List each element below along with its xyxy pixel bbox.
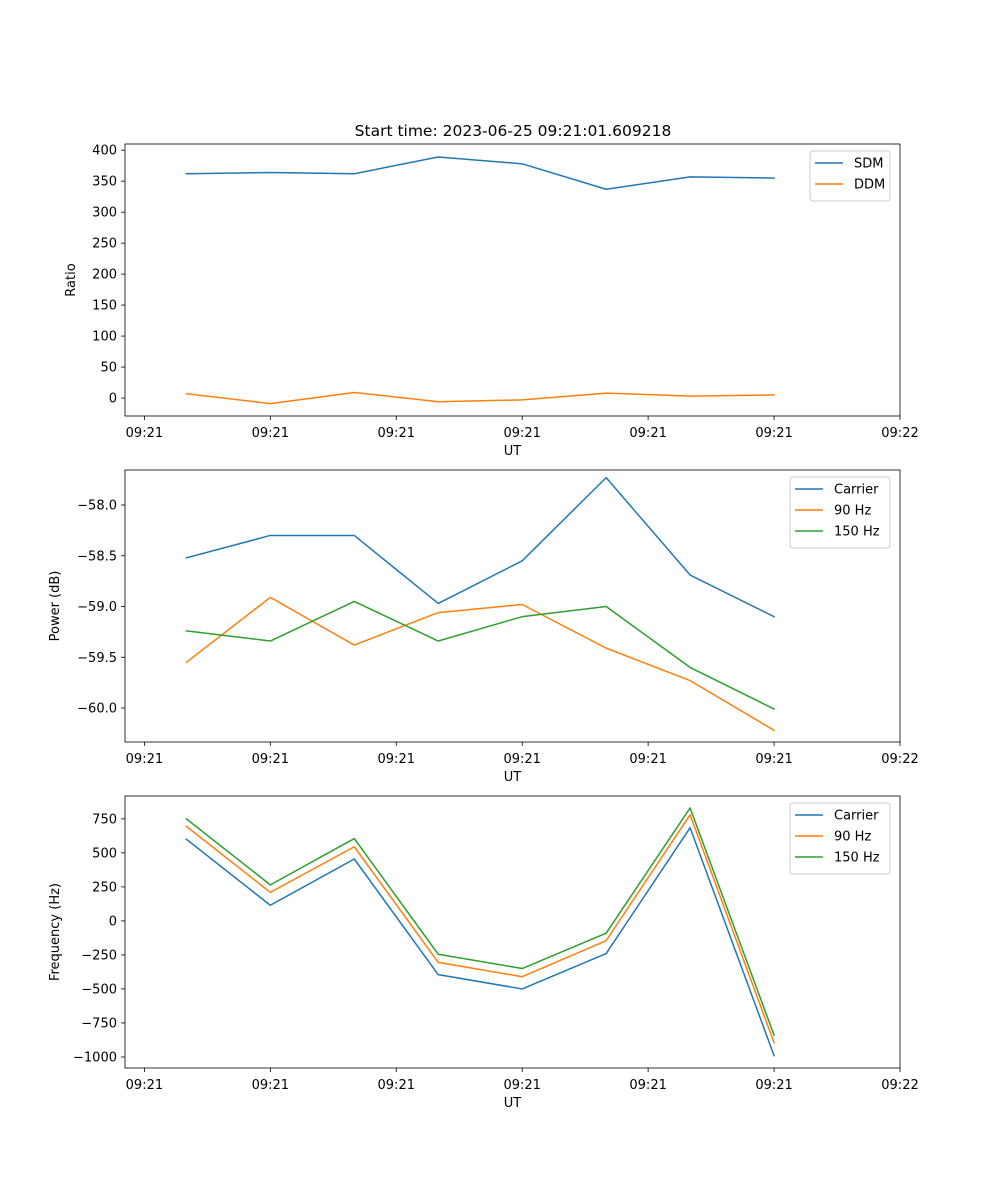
ratio-ytick-label: 150 xyxy=(92,299,117,314)
power-xtick-label: 09:21 xyxy=(126,752,163,767)
power-xtick-label: 09:21 xyxy=(629,752,666,767)
frequency-ytick-label: −750 xyxy=(81,1016,117,1031)
frequency-xtick-label: 09:21 xyxy=(755,1078,792,1093)
power-x-axis-label: UT xyxy=(504,770,522,785)
power-ytick-label: −58.5 xyxy=(77,549,117,564)
ratio-legend-label: SDM xyxy=(854,157,883,172)
power-xtick-label: 09:21 xyxy=(252,752,289,767)
ratio-xtick-label: 09:21 xyxy=(126,426,163,441)
ratio-ytick-label: 50 xyxy=(100,361,117,376)
ratio-legend-label: DDM xyxy=(854,178,885,193)
figure-title: Start time: 2023-06-25 09:21:01.609218 xyxy=(355,122,672,140)
ratio-axes-frame xyxy=(124,143,901,417)
frequency-series-line-90-hz xyxy=(185,814,776,1044)
power-xtick-label: 09:21 xyxy=(378,752,415,767)
ratio-chart: 09:21 09:21 09:21 09:21 09:21 09:21 09:22 0 50 10… xyxy=(64,143,919,459)
ratio-ytick-label: 0 xyxy=(109,392,117,407)
power-series-line-carrier xyxy=(185,476,776,618)
power-axes-frame xyxy=(124,469,901,743)
power-legend-label: 90 Hz xyxy=(834,504,871,519)
frequency-legend-label: 150 Hz xyxy=(834,851,880,866)
ratio-ytick-label: 350 xyxy=(92,175,117,190)
ratio-series-line-sdm xyxy=(185,156,775,190)
ratio-xtick-label: 09:21 xyxy=(503,426,540,441)
ratio-ytick-label: 250 xyxy=(92,237,117,252)
ratio-xtick-label: 09:21 xyxy=(252,426,289,441)
power-xtick-label: 09:21 xyxy=(755,752,792,767)
frequency-ytick-label: −500 xyxy=(81,982,117,997)
power-ytick-label: −59.0 xyxy=(77,600,117,615)
frequency-xtick-label: 09:21 xyxy=(126,1078,163,1093)
power-legend-label: 150 Hz xyxy=(834,525,880,540)
ratio-x-axis-label: UT xyxy=(504,444,522,459)
ratio-series-line-ddm xyxy=(185,391,775,405)
frequency-xtick-label: 09:21 xyxy=(252,1078,289,1093)
frequency-xtick-label: 09:21 xyxy=(503,1078,540,1093)
ratio-ytick-label: 100 xyxy=(92,330,117,345)
frequency-ytick-label: −1000 xyxy=(73,1050,117,1065)
frequency-legend: Carrier 90 Hz 150 Hz xyxy=(789,802,891,875)
ratio-ytick-label: 400 xyxy=(92,144,117,159)
frequency-legend-label: Carrier xyxy=(834,809,879,824)
power-xtick-label: 09:22 xyxy=(881,752,918,767)
power-legend-label: Carrier xyxy=(834,483,879,498)
power-xtick-label: 09:21 xyxy=(503,752,540,767)
power-ytick-label: −58.0 xyxy=(77,499,117,514)
power-series-line-90-hz xyxy=(185,596,776,732)
ratio-xtick-label: 09:21 xyxy=(755,426,792,441)
frequency-ytick-label: 250 xyxy=(92,880,117,895)
ratio-xtick-label: 09:21 xyxy=(378,426,415,441)
ratio-xtick-label: 09:22 xyxy=(881,426,918,441)
power-y-axis-label: Power (dB) xyxy=(48,571,63,642)
power-legend: Carrier 90 Hz 150 Hz xyxy=(789,476,891,549)
frequency-ytick-label: 750 xyxy=(92,812,117,827)
frequency-series-line-150-hz xyxy=(185,807,776,1037)
frequency-axes-frame xyxy=(124,795,901,1069)
frequency-ytick-label: −250 xyxy=(81,948,117,963)
frequency-chart: 09:21 09:21 09:21 09:21 09:21 09:21 09:22 −1000… xyxy=(48,795,919,1111)
power-series-line-150-hz xyxy=(185,600,776,711)
power-chart: 09:21 09:21 09:21 09:21 09:21 09:21 09:22 −60.0… xyxy=(48,469,919,785)
ratio-legend: SDM DDM xyxy=(809,150,891,202)
frequency-x-axis-label: UT xyxy=(504,1096,522,1111)
frequency-series-line-carrier xyxy=(185,826,776,1057)
frequency-ytick-label: 0 xyxy=(109,914,117,929)
power-ytick-label: −60.0 xyxy=(77,702,117,717)
ratio-ytick-label: 200 xyxy=(92,268,117,283)
frequency-xtick-label: 09:21 xyxy=(629,1078,666,1093)
ratio-ytick-label: 300 xyxy=(92,206,117,221)
ratio-y-axis-label: Ratio xyxy=(64,263,79,296)
frequency-ytick-label: 500 xyxy=(92,846,117,861)
ratio-xtick-label: 09:21 xyxy=(629,426,666,441)
frequency-legend-label: 90 Hz xyxy=(834,830,871,845)
frequency-y-axis-label: Frequency (Hz) xyxy=(48,883,63,981)
frequency-xtick-label: 09:21 xyxy=(378,1078,415,1093)
power-ytick-label: −59.5 xyxy=(77,651,117,666)
frequency-xtick-label: 09:22 xyxy=(881,1078,918,1093)
